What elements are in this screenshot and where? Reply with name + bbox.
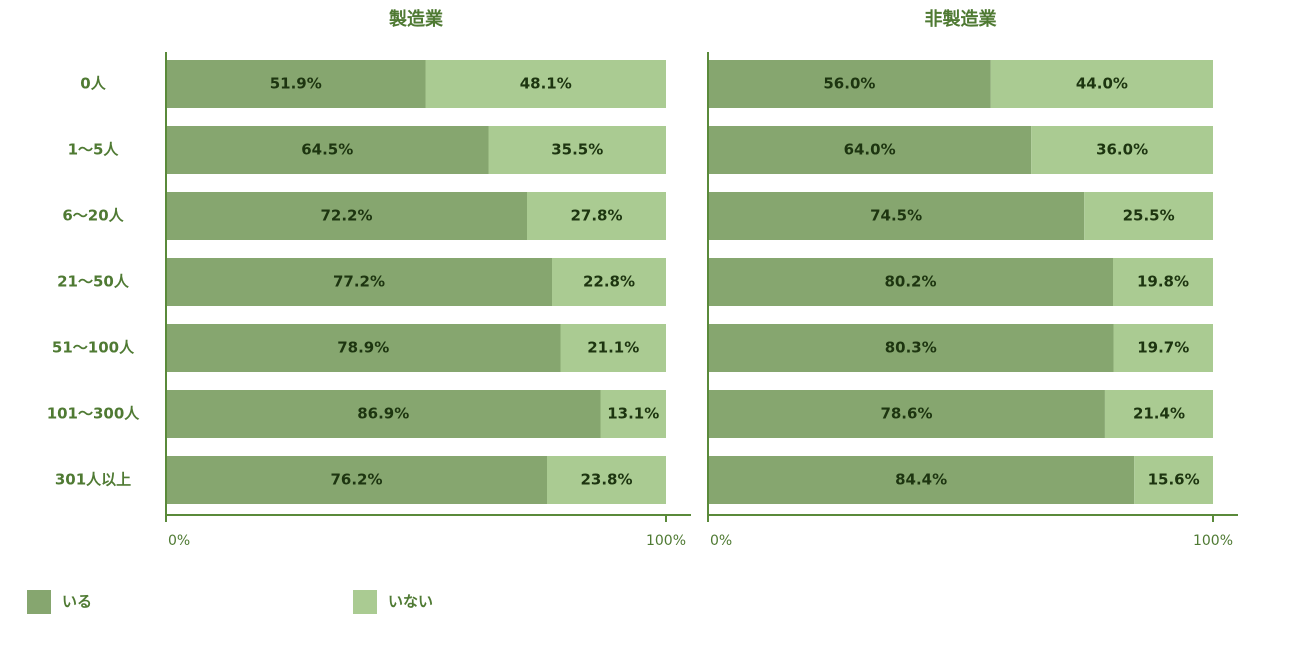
bar-segment	[1084, 192, 1213, 240]
bar-segment	[166, 126, 489, 174]
bar-segment	[1104, 390, 1213, 438]
legend-swatch	[27, 590, 51, 614]
value-label: 27.8%	[570, 207, 622, 225]
bar-segment	[166, 390, 601, 438]
value-label: 22.8%	[583, 273, 635, 291]
value-label: 78.9%	[337, 339, 389, 357]
legend-label: いない	[388, 593, 433, 611]
bar-segment	[990, 60, 1213, 108]
value-label: 76.2%	[330, 471, 382, 489]
y-tick-label: 21～50人	[57, 273, 130, 291]
x-tick-label: 100%	[1193, 533, 1233, 549]
chart-title: 非製造業	[925, 8, 998, 30]
value-label: 36.0%	[1096, 141, 1148, 159]
x-tick-label: 0%	[168, 533, 190, 549]
bar-segment	[1113, 258, 1213, 306]
value-label: 35.5%	[551, 141, 603, 159]
bar-segment	[1134, 456, 1213, 504]
value-label: 51.9%	[270, 75, 322, 93]
value-label: 64.5%	[301, 141, 353, 159]
bar-segment	[488, 126, 666, 174]
value-label: 80.3%	[885, 339, 937, 357]
value-label: 48.1%	[520, 75, 572, 93]
bar-segment	[708, 390, 1105, 438]
bar-segment	[166, 192, 527, 240]
bar-segment	[708, 258, 1114, 306]
value-label: 13.1%	[607, 405, 659, 423]
value-label: 44.0%	[1076, 75, 1128, 93]
value-label: 84.4%	[895, 471, 947, 489]
value-label: 23.8%	[580, 471, 632, 489]
y-tick-label: 101～300人	[47, 405, 141, 423]
bar-segment	[708, 192, 1085, 240]
bar-segment	[708, 126, 1032, 174]
value-label: 78.6%	[880, 405, 932, 423]
value-label: 80.2%	[884, 273, 936, 291]
value-label: 77.2%	[333, 273, 385, 291]
bar-segment	[425, 60, 666, 108]
bar-segment	[547, 456, 666, 504]
bar-segment	[708, 456, 1135, 504]
y-tick-label: 6～20人	[62, 207, 124, 225]
x-tick-label: 100%	[646, 533, 686, 549]
bar-segment	[708, 324, 1114, 372]
value-label: 72.2%	[320, 207, 372, 225]
value-label: 56.0%	[823, 75, 875, 93]
y-tick-label: 0人	[80, 75, 106, 93]
value-label: 25.5%	[1123, 207, 1175, 225]
value-label: 15.6%	[1148, 471, 1200, 489]
bar-segment	[552, 258, 666, 306]
value-label: 74.5%	[870, 207, 922, 225]
bar-segment	[166, 60, 426, 108]
value-label: 64.0%	[844, 141, 896, 159]
value-label: 21.4%	[1133, 405, 1185, 423]
legend-label: いる	[62, 593, 92, 611]
value-label: 19.7%	[1137, 339, 1189, 357]
bar-segment	[600, 390, 666, 438]
legend-swatch	[353, 590, 377, 614]
chart-title: 製造業	[388, 8, 444, 30]
y-tick-label: 51～100人	[52, 339, 135, 357]
value-label: 21.1%	[587, 339, 639, 357]
bar-segment	[166, 258, 552, 306]
bar-segment	[1031, 126, 1213, 174]
bar-segment	[166, 324, 561, 372]
bar-segment	[166, 456, 547, 504]
value-label: 19.8%	[1137, 273, 1189, 291]
value-label: 86.9%	[357, 405, 409, 423]
x-tick-label: 0%	[710, 533, 732, 549]
y-tick-label: 301人以上	[55, 471, 131, 489]
bar-segment	[560, 324, 666, 372]
bar-segment	[527, 192, 666, 240]
y-tick-label: 1～5人	[68, 141, 120, 159]
bar-segment	[1113, 324, 1213, 372]
bar-segment	[708, 60, 991, 108]
